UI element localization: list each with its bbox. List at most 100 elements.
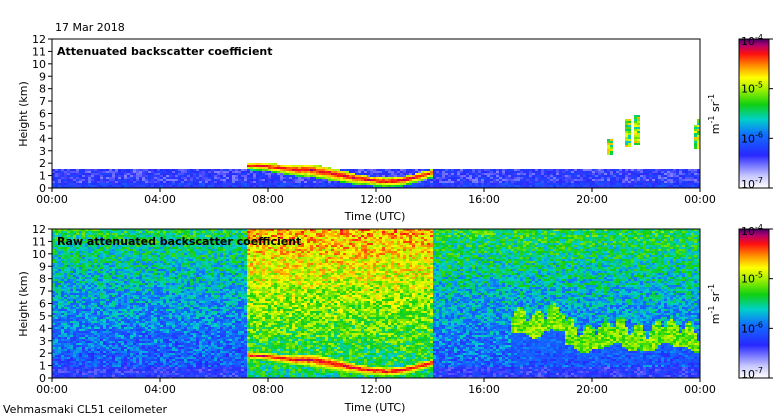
heatmap-cell [241, 177, 244, 179]
heatmap-cell [487, 173, 490, 175]
heatmap-cell [334, 183, 337, 185]
heatmap-cell [244, 183, 247, 185]
heatmap-cell [313, 179, 316, 181]
heatmap-cell [151, 233, 154, 235]
heatmap-cell [127, 317, 130, 319]
heatmap-cell [331, 183, 334, 185]
heatmap-cell [106, 315, 109, 317]
heatmap-cell [118, 253, 121, 255]
heatmap-cell [151, 269, 154, 271]
heatmap-cell [100, 259, 103, 261]
heatmap-cell [595, 177, 598, 179]
heatmap-cell [61, 289, 64, 291]
heatmap-cell [151, 317, 154, 319]
heatmap-cell [199, 177, 202, 179]
heatmap-cell [148, 261, 151, 263]
heatmap-cell [55, 365, 58, 367]
heatmap-cell [133, 319, 136, 321]
heatmap-cell [64, 375, 67, 377]
heatmap-cell [484, 175, 487, 177]
heatmap-cell [148, 369, 151, 371]
heatmap-cell [232, 169, 235, 171]
heatmap-cell [85, 285, 88, 287]
heatmap-cell [130, 365, 133, 367]
heatmap-cell [595, 169, 598, 171]
heatmap-cell [145, 183, 148, 185]
heatmap-cell [115, 283, 118, 285]
heatmap-cell [91, 179, 94, 181]
heatmap-cell [94, 375, 97, 377]
heatmap-cell [394, 177, 397, 179]
heatmap-cell [136, 289, 139, 291]
heatmap-cell [307, 167, 310, 169]
heatmap-cell [262, 167, 265, 169]
heatmap-cell [412, 185, 415, 187]
heatmap-cell [262, 169, 265, 171]
heatmap-cell [88, 297, 91, 299]
heatmap-cell [178, 171, 181, 173]
heatmap-cell [388, 179, 391, 181]
heatmap-cell [142, 257, 145, 259]
heatmap-cell [100, 331, 103, 333]
heatmap-cell [475, 179, 478, 181]
heatmap-cell [142, 237, 145, 239]
heatmap-cell [583, 171, 586, 173]
heatmap-cell [574, 179, 577, 181]
heatmap-cell [154, 245, 157, 247]
heatmap-cell [76, 285, 79, 287]
heatmap-cell [64, 283, 67, 285]
heatmap-cell [607, 149, 610, 151]
heatmap-cell [115, 317, 118, 319]
heatmap-cell [547, 171, 550, 173]
heatmap-cell [676, 175, 679, 177]
heatmap-cell [97, 269, 100, 271]
heatmap-cell [202, 173, 205, 175]
heatmap-cell [409, 185, 412, 187]
heatmap-cell [145, 357, 148, 359]
heatmap-cell [67, 255, 70, 257]
heatmap-cell [484, 177, 487, 179]
heatmap-cell [271, 167, 274, 169]
heatmap-cell [91, 257, 94, 259]
heatmap-cell [220, 173, 223, 175]
heatmap-cell [124, 271, 127, 273]
heatmap-cell [52, 371, 55, 373]
heatmap-cell [106, 299, 109, 301]
heatmap-cell [484, 169, 487, 171]
heatmap-cell [94, 263, 97, 265]
heatmap-cell [145, 325, 148, 327]
heatmap-cell [643, 171, 646, 173]
heatmap-cell [85, 367, 88, 369]
heatmap-cell [148, 303, 151, 305]
heatmap-cell [82, 355, 85, 357]
heatmap-cell [67, 169, 70, 171]
heatmap-cell [100, 267, 103, 269]
heatmap-cell [79, 363, 82, 365]
heatmap-cell [274, 185, 277, 187]
heatmap-cell [94, 237, 97, 239]
heatmap-cell [643, 169, 646, 171]
heatmap-cell [79, 269, 82, 271]
heatmap-cell [217, 175, 220, 177]
heatmap-cell [118, 363, 121, 365]
heatmap-cell [118, 183, 121, 185]
heatmap-cell [697, 141, 700, 143]
heatmap-cell [436, 171, 439, 173]
heatmap-cell [637, 131, 640, 133]
heatmap-cell [67, 283, 70, 285]
heatmap-cell [64, 289, 67, 291]
heatmap-cell [523, 173, 526, 175]
heatmap-cell [106, 281, 109, 283]
heatmap-cell [652, 175, 655, 177]
heatmap-cell [97, 177, 100, 179]
heatmap-cell [115, 303, 118, 305]
heatmap-cell [637, 119, 640, 121]
heatmap-cell [100, 353, 103, 355]
heatmap-cell [52, 309, 55, 311]
heatmap-cell [73, 257, 76, 259]
heatmap-cell [106, 327, 109, 329]
heatmap-cell [130, 281, 133, 283]
heatmap-cell [136, 239, 139, 241]
heatmap-cell [298, 173, 301, 175]
heatmap-cell [610, 171, 613, 173]
